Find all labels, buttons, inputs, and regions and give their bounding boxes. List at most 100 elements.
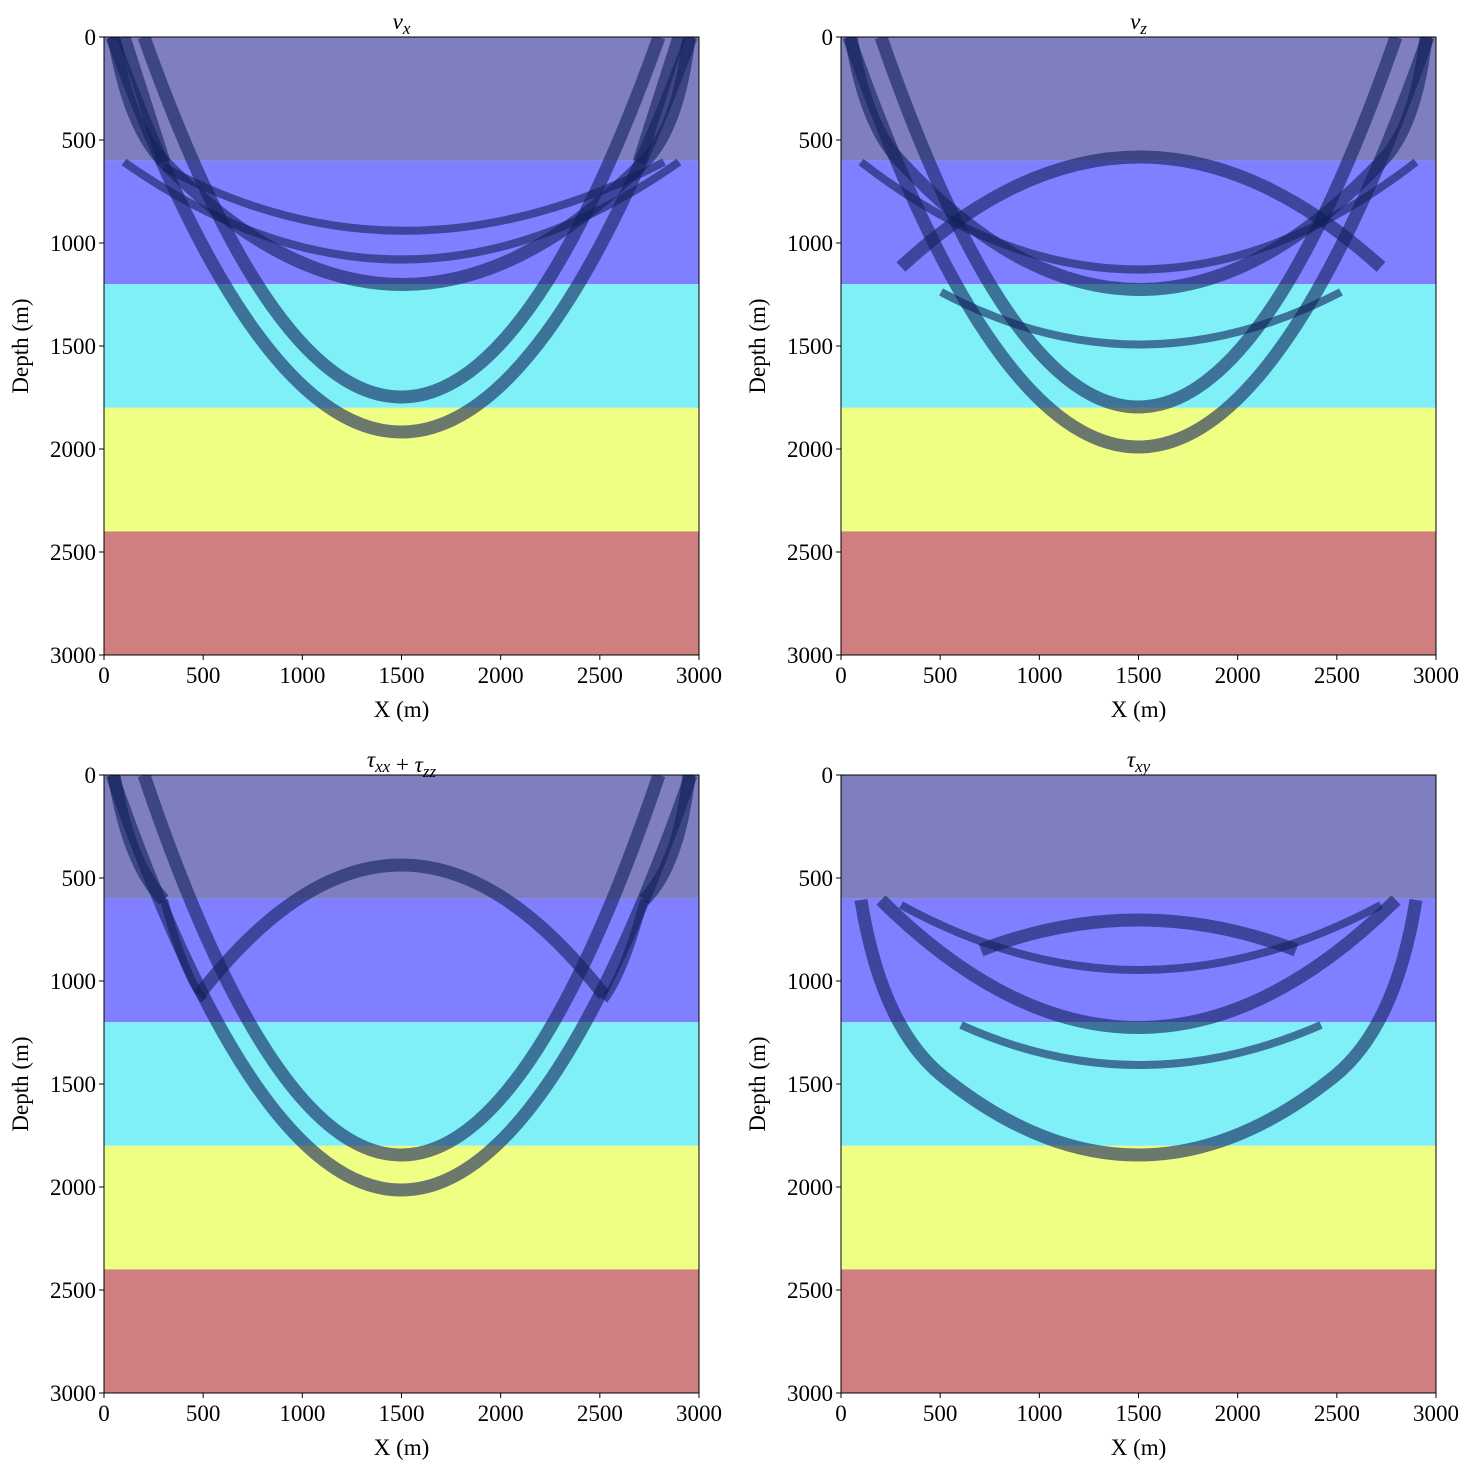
x-tick-label: 2500 (1314, 663, 1360, 688)
y-tick-label: 1500 (787, 334, 833, 359)
wavefront (117, 37, 686, 164)
x-tick-label: 0 (835, 663, 847, 688)
layer (841, 407, 1436, 532)
y-tick-label: 3000 (787, 643, 833, 668)
wavefronts (105, 775, 698, 1197)
x-tick-label: 2500 (1314, 1401, 1360, 1426)
wavefront (121, 158, 682, 264)
layer (104, 775, 699, 899)
x-tick-label: 1000 (1016, 1401, 1062, 1426)
y-tick-label: 0 (85, 25, 97, 50)
title-part: τ (1127, 747, 1136, 772)
x-axis-label: X (m) (1111, 1435, 1167, 1460)
wavefront (854, 898, 1423, 1162)
title-part: v (393, 9, 404, 34)
x-tick-label: 500 (923, 663, 958, 688)
y-tick-label: 0 (822, 763, 834, 788)
title-subscript: zz (422, 762, 437, 781)
y-tick-label: 2500 (787, 540, 833, 565)
layer (841, 531, 1436, 655)
wavefronts (105, 37, 698, 439)
panel: 0 500 1000 1500 2000 2500 30000500100015002000… (8, 747, 722, 1460)
y-tick-label: 2000 (787, 1175, 833, 1200)
layer (104, 1269, 699, 1393)
y-tick-label: 2000 (50, 1175, 96, 1200)
y-tick-label: 3000 (50, 1381, 96, 1406)
x-tick-label: 2000 (1215, 1401, 1261, 1426)
x-tick-label: 1000 (279, 1401, 325, 1426)
y-tick-label: 2500 (50, 1278, 96, 1303)
title-subscript: z (1139, 19, 1147, 38)
layer (841, 1269, 1436, 1393)
wavefront (876, 895, 1401, 1034)
x-tick-label: 3000 (676, 1401, 722, 1426)
x-tick-label: 1500 (1116, 663, 1162, 688)
y-axis-label: Depth (m) (745, 1036, 770, 1131)
y-tick-label: 500 (799, 866, 834, 891)
y-tick-label: 2000 (787, 437, 833, 462)
layer (104, 531, 699, 655)
x-tick-label: 500 (923, 1401, 958, 1426)
wavefront (899, 901, 1383, 974)
y-tick-label: 1000 (50, 969, 96, 994)
layer (841, 1145, 1436, 1270)
layer (104, 37, 699, 161)
y-tick-label: 500 (62, 128, 97, 153)
wavefront (858, 158, 1419, 274)
x-tick-label: 2000 (478, 1401, 524, 1426)
wavefront (959, 1021, 1323, 1069)
x-tick-label: 0 (98, 1401, 110, 1426)
y-tick-label: 1500 (50, 334, 96, 359)
wavefront (162, 158, 666, 235)
y-tick-label: 3000 (787, 1381, 833, 1406)
panel: 0 500 1000 1500 2000 2500 30000500100015002000… (745, 747, 1459, 1460)
x-tick-label: 2000 (1215, 663, 1261, 688)
title-part: τ (367, 747, 376, 772)
x-axis-label: X (m) (374, 697, 430, 722)
x-tick-label: 1500 (379, 663, 425, 688)
title-subscript: xy (1134, 757, 1151, 776)
layer (104, 1145, 699, 1270)
y-tick-label: 1500 (50, 1072, 96, 1097)
panel: 0 500 1000 1500 2000 2500 30000500100015002000… (745, 9, 1459, 722)
layer (841, 37, 1436, 161)
y-tick-label: 0 (85, 763, 97, 788)
y-tick-label: 500 (799, 128, 834, 153)
x-tick-label: 500 (186, 663, 221, 688)
y-tick-label: 0 (822, 25, 834, 50)
chart-title: vx (393, 9, 411, 38)
x-tick-label: 1000 (1016, 663, 1062, 688)
y-tick-label: 2000 (50, 437, 96, 462)
wavefront (844, 37, 1433, 296)
layers (841, 775, 1436, 1393)
layer (104, 284, 699, 408)
y-tick-label: 1000 (787, 231, 833, 256)
y-tick-label: 1500 (787, 1072, 833, 1097)
y-tick-label: 1000 (50, 231, 96, 256)
panel: 0 500 1000 1500 2000 2500 30000500100015002000… (8, 9, 722, 722)
layers (841, 37, 1436, 655)
chart-title: τxy (1127, 747, 1151, 776)
y-axis-label: Depth (m) (8, 1036, 33, 1131)
wavefront (160, 898, 648, 1003)
x-axis-label: X (m) (374, 1435, 430, 1460)
y-tick-label: 500 (62, 866, 97, 891)
x-axis-label: X (m) (1111, 697, 1167, 722)
wavefront (896, 150, 1386, 272)
x-tick-label: 3000 (1413, 1401, 1459, 1426)
title-part: v (1130, 9, 1141, 34)
x-tick-label: 0 (98, 663, 110, 688)
x-tick-label: 2500 (577, 1401, 623, 1426)
wavefront (193, 858, 610, 1000)
title-part: τ (415, 752, 424, 777)
x-tick-label: 500 (186, 1401, 221, 1426)
x-tick-label: 2000 (478, 663, 524, 688)
layer (841, 1022, 1436, 1146)
wavefront (107, 37, 696, 291)
wavefront (107, 775, 696, 905)
chart-title: τxx + τzz (367, 747, 437, 781)
y-tick-label: 1000 (787, 969, 833, 994)
wavefront (978, 913, 1299, 957)
x-tick-label: 3000 (676, 663, 722, 688)
